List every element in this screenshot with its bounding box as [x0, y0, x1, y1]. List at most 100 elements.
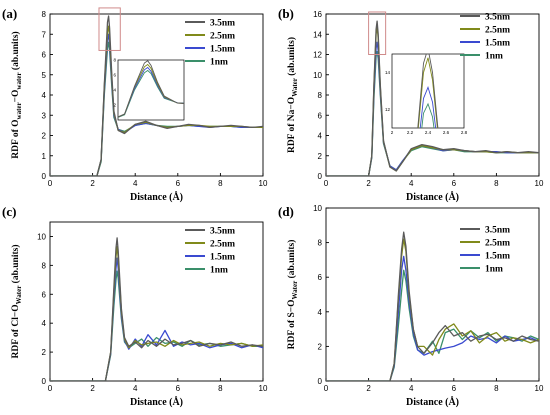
legend: 3.5nm 2.5nm 1.5nm 1nm	[185, 19, 235, 68]
y-tick-label: 2	[318, 152, 323, 161]
y-tick-label: 6	[318, 111, 323, 120]
y-tick-label: 4	[42, 319, 47, 328]
inset-x-tick-label: 2.4	[425, 130, 432, 135]
panel-label: (c)	[2, 204, 16, 219]
panel-a: 0 2 4 6 8 10 0 1 2 3 4 5 6 7 8 2 4 6 8 (a) Distance (Å) RDF o…	[2, 6, 268, 203]
y-axis-label-part: (ab.units)	[286, 240, 297, 281]
x-axis-label: Distance (Å)	[406, 191, 459, 203]
legend: 3.5nm 2.5nm 1.5nm 1nm	[460, 226, 510, 275]
inset-series-group	[417, 54, 439, 128]
y-tick-label: 0	[42, 172, 47, 181]
x-axis-label: Distance (Å)	[130, 396, 183, 408]
y-tick-label: 2	[42, 132, 47, 141]
series-line-1_5nm	[326, 255, 539, 381]
panel-label: (d)	[278, 204, 294, 219]
x-tick-label: 0	[324, 384, 329, 393]
inset-y-tick-label: 2	[113, 103, 116, 108]
y-tick-label: 4	[42, 91, 47, 100]
x-tick-label: 4	[409, 384, 414, 393]
y-axis-label-subscript: water	[15, 72, 23, 89]
x-tick-label: 10	[259, 384, 268, 393]
series-group	[50, 237, 263, 381]
y-tick-label: 8	[42, 10, 47, 19]
legend-label: 2.5nm	[210, 32, 235, 42]
inset-series-line-2_5nm	[417, 57, 438, 128]
y-tick-label: 2	[42, 348, 47, 357]
x-tick-label: 8	[494, 179, 499, 188]
inset-series-line-1nm	[421, 102, 435, 128]
x-tick-label: 4	[133, 384, 138, 393]
x-tick-label: 0	[48, 179, 53, 188]
x-axis-label: Distance (Å)	[406, 396, 459, 408]
inset-x-tick-label: 2.2	[407, 130, 414, 135]
y-axis-label-subscript: water	[15, 102, 23, 119]
x-tick-label: 6	[176, 384, 181, 393]
y-tick-label: 8	[42, 261, 47, 270]
legend-label: 1nm	[485, 52, 503, 62]
panel-c: 0 2 4 6 8 10 0 2 4 6 8 10 (c) Distance (Å) RDF of Cl−O…	[2, 204, 268, 408]
inset-y-tick-label: 4	[113, 88, 116, 93]
series-group	[50, 15, 263, 176]
inset-series-line-1_5nm	[419, 85, 437, 128]
series-group	[326, 231, 539, 381]
x-tick-label: 10	[259, 179, 268, 188]
y-axis-label-subscript: Water	[291, 281, 299, 300]
plot-frame	[325, 207, 540, 382]
inset-series-line-1nm	[118, 69, 184, 118]
inset-frame	[117, 59, 185, 121]
y-tick-label: 4	[318, 132, 323, 141]
y-tick-label: 1	[42, 152, 47, 161]
inset-x-tick-label: 2	[391, 130, 394, 135]
inset-x-tick-label: 2.8	[461, 130, 468, 135]
legend-label: 3.5nm	[210, 227, 235, 237]
y-tick-label: 10	[313, 71, 322, 80]
legend-label: 3.5nm	[485, 226, 510, 236]
y-axis-label-subscript: Water	[15, 286, 23, 305]
panel-b: 0 2 4 6 8 10 0 2 4 6 8 10 12 14 16 12 14 2 2.2 2.4 2.6 2.8 (b)…	[278, 6, 544, 203]
legend-label: 2.5nm	[485, 26, 510, 36]
x-tick-label: 6	[176, 179, 181, 188]
legend-label: 2.5nm	[210, 240, 235, 250]
y-tick-label: 7	[42, 30, 47, 39]
x-tick-label: 2	[90, 179, 95, 188]
inset-series-line-3_5nm	[417, 54, 439, 128]
y-axis-label-part: (ab.units)	[10, 31, 21, 72]
x-tick-label: 2	[366, 384, 371, 393]
series-line-1nm	[50, 270, 263, 381]
y-tick-label: 3	[42, 111, 47, 120]
x-tick-label: 4	[133, 179, 138, 188]
y-axis-label-part: RDF of O	[11, 119, 21, 158]
inset-series-line-1_5nm	[118, 66, 184, 118]
plot-frame	[49, 221, 264, 382]
inset-y-tick-label: 8	[113, 58, 116, 63]
series-line-1nm	[326, 269, 539, 381]
legend-label: 1nm	[485, 265, 503, 275]
legend-label: 2.5nm	[485, 239, 510, 249]
zoom-highlight-box	[98, 7, 121, 51]
y-axis-label: RDF of S−OWater (ab.units)	[286, 240, 299, 350]
legend: 3.5nm 2.5nm 1.5nm 1nm	[185, 227, 235, 276]
zoom-highlight-box	[368, 11, 387, 56]
series-line-3_5nm	[326, 231, 539, 381]
x-tick-label: 0	[48, 384, 53, 393]
x-tick-label: 6	[452, 384, 457, 393]
y-tick-label: 0	[318, 172, 323, 181]
inset-series-group	[118, 60, 184, 118]
y-tick-label: 0	[42, 377, 47, 386]
legend-label: 1.5nm	[485, 252, 510, 262]
y-tick-label: 8	[318, 91, 323, 100]
y-tick-label: 16	[313, 10, 322, 19]
y-tick-label: 4	[318, 308, 323, 317]
x-tick-label: 0	[324, 179, 329, 188]
y-tick-label: 5	[42, 71, 47, 80]
series-line-1_5nm	[50, 257, 263, 381]
inset-series-line-3_5nm	[118, 60, 184, 118]
legend-label: 3.5nm	[210, 19, 235, 29]
x-tick-label: 8	[218, 179, 223, 188]
panel-label: (b)	[278, 6, 294, 21]
y-axis-label-part: −O	[11, 90, 21, 103]
y-tick-label: 12	[313, 51, 322, 60]
inset-frame	[391, 53, 465, 129]
y-tick-label: 14	[313, 30, 322, 39]
